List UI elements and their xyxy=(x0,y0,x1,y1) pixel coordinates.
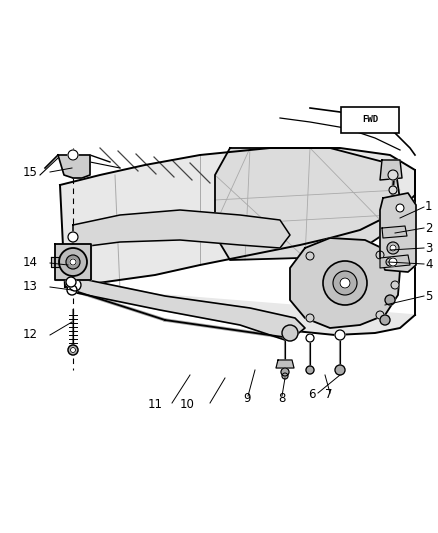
Polygon shape xyxy=(215,148,400,260)
Circle shape xyxy=(391,281,399,289)
Circle shape xyxy=(68,232,78,242)
Text: FWD: FWD xyxy=(362,116,378,125)
Text: 4: 4 xyxy=(425,257,432,271)
Circle shape xyxy=(70,259,76,265)
Text: 1: 1 xyxy=(425,200,432,214)
Circle shape xyxy=(306,314,314,322)
Circle shape xyxy=(340,278,350,288)
Polygon shape xyxy=(380,160,402,180)
Polygon shape xyxy=(51,257,59,267)
Circle shape xyxy=(396,204,404,212)
Circle shape xyxy=(390,245,396,251)
Text: 10: 10 xyxy=(180,399,195,411)
Polygon shape xyxy=(58,155,90,178)
Circle shape xyxy=(66,255,80,269)
Circle shape xyxy=(69,279,81,291)
Text: 15: 15 xyxy=(23,166,38,179)
Circle shape xyxy=(281,368,289,376)
Circle shape xyxy=(323,261,367,305)
Text: 9: 9 xyxy=(243,392,251,405)
Circle shape xyxy=(282,373,288,379)
Polygon shape xyxy=(382,226,407,238)
Text: 7: 7 xyxy=(325,389,332,401)
Circle shape xyxy=(333,271,357,295)
Text: 11: 11 xyxy=(148,399,163,411)
Circle shape xyxy=(306,334,314,342)
Circle shape xyxy=(306,252,314,260)
Text: 13: 13 xyxy=(23,280,38,294)
Text: 2: 2 xyxy=(425,222,432,235)
Polygon shape xyxy=(55,244,91,280)
FancyBboxPatch shape xyxy=(341,107,399,133)
Circle shape xyxy=(386,258,394,266)
Polygon shape xyxy=(380,193,416,272)
Text: 14: 14 xyxy=(23,256,38,270)
Circle shape xyxy=(380,315,390,325)
Polygon shape xyxy=(290,238,400,328)
Circle shape xyxy=(68,345,78,355)
Polygon shape xyxy=(73,210,290,248)
Polygon shape xyxy=(72,278,305,340)
Circle shape xyxy=(385,295,395,305)
Circle shape xyxy=(376,311,384,319)
Text: 8: 8 xyxy=(278,392,286,405)
Circle shape xyxy=(389,186,397,194)
Circle shape xyxy=(335,365,345,375)
Circle shape xyxy=(306,366,314,374)
Polygon shape xyxy=(380,255,410,268)
Text: 6: 6 xyxy=(308,389,315,401)
Circle shape xyxy=(282,325,298,341)
Polygon shape xyxy=(60,148,415,335)
Circle shape xyxy=(67,285,77,295)
Circle shape xyxy=(376,251,384,259)
Circle shape xyxy=(335,330,345,340)
Text: 12: 12 xyxy=(23,328,38,342)
Circle shape xyxy=(388,170,398,180)
Text: 5: 5 xyxy=(425,289,432,303)
Circle shape xyxy=(389,258,397,266)
Circle shape xyxy=(59,248,87,276)
Circle shape xyxy=(68,150,78,160)
Circle shape xyxy=(387,242,399,254)
Circle shape xyxy=(71,348,75,352)
Circle shape xyxy=(66,277,76,287)
Polygon shape xyxy=(276,360,294,368)
Text: 3: 3 xyxy=(425,241,432,254)
